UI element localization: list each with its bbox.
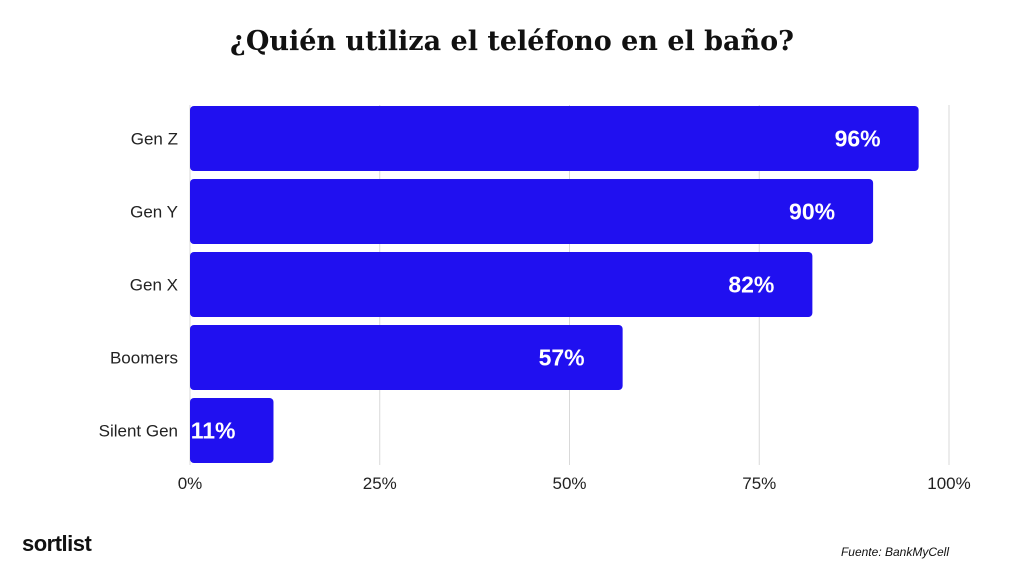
x-axis-ticks: 0% 25% 50% 75% 100%	[178, 474, 971, 493]
x-tick-label: 75%	[742, 474, 776, 493]
value-labels: 96% 90% 82% 57% 11%	[191, 126, 881, 444]
value-label: 11%	[191, 418, 236, 444]
bar	[190, 398, 274, 463]
bar	[190, 252, 813, 317]
bar	[190, 179, 874, 244]
x-tick-label: 50%	[552, 474, 586, 493]
value-label: 96%	[835, 126, 881, 152]
value-label: 57%	[539, 345, 585, 371]
category-labels: Gen Z Gen Y Gen X Boomers Silent Gen	[99, 130, 178, 441]
source-note: Fuente: BankMyCell	[840, 545, 949, 559]
value-label: 82%	[728, 272, 774, 298]
x-tick-label: 25%	[363, 474, 397, 493]
category-label: Gen Y	[130, 203, 178, 222]
value-label: 90%	[789, 199, 835, 225]
category-label: Gen Z	[131, 130, 178, 149]
category-label: Gen X	[130, 276, 178, 295]
x-tick-label: 0%	[178, 474, 203, 493]
category-label: Silent Gen	[99, 422, 178, 441]
bar	[190, 106, 919, 171]
brand-logo: sortlist	[22, 531, 92, 556]
x-tick-label: 100%	[927, 474, 970, 493]
category-label: Boomers	[110, 349, 178, 368]
bar	[190, 325, 623, 390]
bars	[190, 106, 919, 463]
chart-title: ¿Quién utiliza el teléfono en el baño?	[230, 26, 794, 57]
